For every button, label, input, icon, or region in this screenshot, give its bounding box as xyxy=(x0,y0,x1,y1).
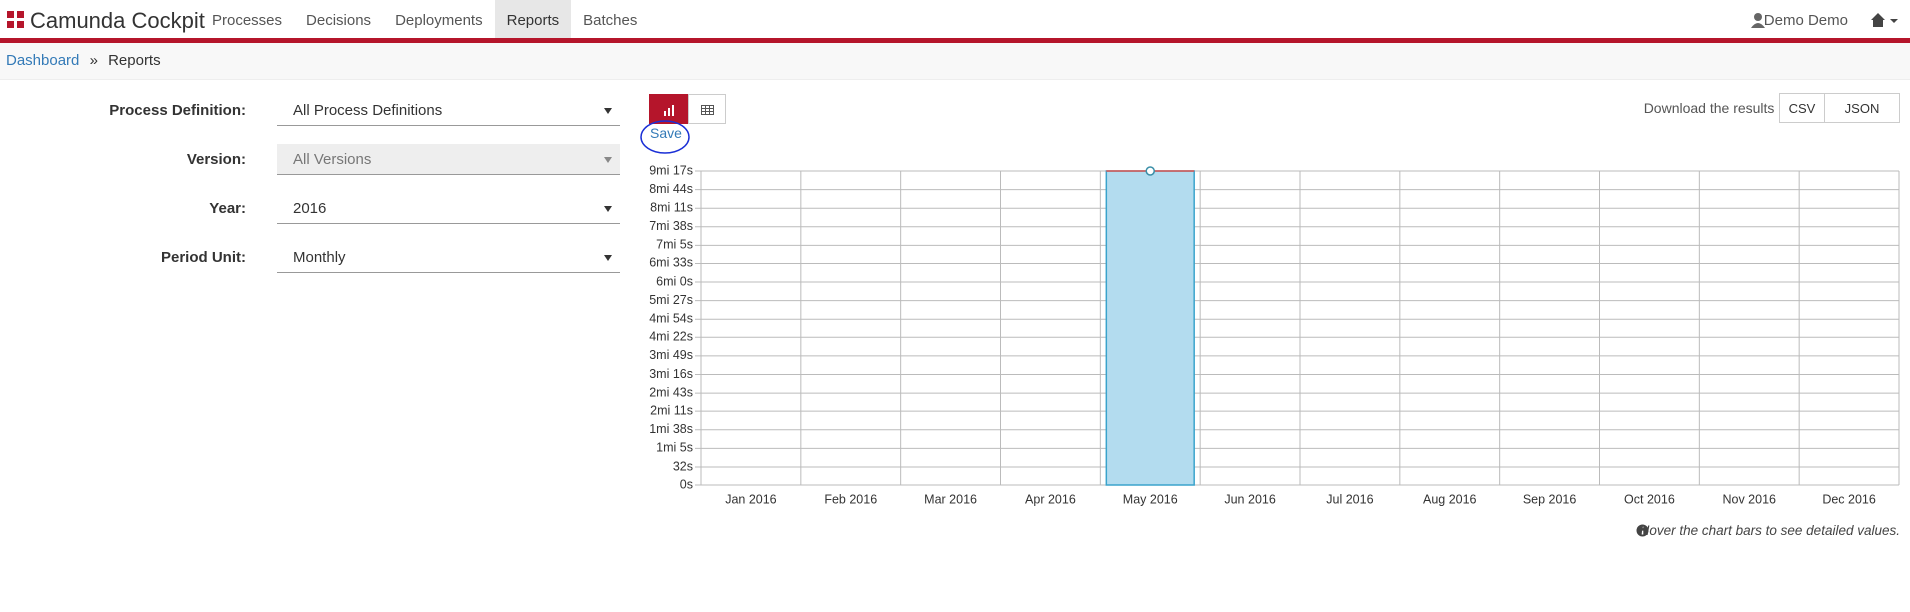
navbar: Camunda Cockpit Processes Decisions Deploy… xyxy=(0,0,1910,43)
nav-item[interactable]: Batches xyxy=(583,12,638,29)
bar-icon xyxy=(663,105,674,116)
select[interactable]: 2016 xyxy=(277,193,620,224)
x-tick-label: Jan 2016 xyxy=(725,492,776,506)
nav-menu: Processes Decisions Deployments Reports Batc… xyxy=(200,0,649,38)
x-tick-label: Sep 2016 xyxy=(1523,492,1577,506)
x-tick-label: Feb 2016 xyxy=(824,492,877,506)
table-icon xyxy=(700,105,714,115)
x-tick-label: Dec 2016 xyxy=(1822,492,1876,506)
y-tick-label: 0s xyxy=(680,477,693,491)
y-tick-label: 6mi 33s xyxy=(649,256,693,270)
x-tick-label: May 2016 xyxy=(1123,492,1178,506)
y-tick-label: 1mi 38s xyxy=(649,422,693,436)
select[interactable]: All Process Definitions xyxy=(277,95,620,126)
y-tick-label: 6mi 0s xyxy=(656,274,693,288)
save-link[interactable]: Save xyxy=(650,125,682,141)
nav-item[interactable]: Processes xyxy=(212,12,283,29)
select-arrow xyxy=(604,206,612,212)
y-tick-label: 5mi 27s xyxy=(649,293,693,307)
select-arrow xyxy=(604,108,612,114)
breadcrumb: Dashboard » Reports xyxy=(0,43,1910,80)
nav-item[interactable]: Decisions xyxy=(306,12,372,29)
y-tick-label: 3mi 16s xyxy=(649,367,693,381)
nav-item[interactable]: Deployments xyxy=(395,12,483,29)
bar-point xyxy=(1145,166,1155,176)
brand[interactable]: Camunda Cockpit xyxy=(30,8,205,33)
y-tick-label: 4mi 54s xyxy=(649,312,693,326)
table-view-button[interactable] xyxy=(688,94,726,124)
y-tick-label: 7mi 5s xyxy=(656,238,693,252)
user-menu[interactable]: Demo Demo xyxy=(1763,12,1848,29)
field-label: Version: xyxy=(186,151,246,168)
nav-item[interactable]: Reports xyxy=(494,0,572,38)
y-tick-label: 1mi 5s xyxy=(656,441,693,455)
json-button[interactable]: JSON xyxy=(1824,93,1900,123)
x-tick-label: Nov 2016 xyxy=(1722,492,1776,506)
hint: Hover the chart bars to see detailed val… xyxy=(1639,523,1900,538)
x-tick-label: Apr 2016 xyxy=(1025,492,1076,506)
logo xyxy=(7,11,24,28)
select[interactable]: Monthly xyxy=(277,242,620,273)
y-tick-label: 8mi 44s xyxy=(649,182,693,196)
y-tick-label: 32s xyxy=(673,459,693,473)
y-tick-label: 9mi 17s xyxy=(649,163,693,177)
y-tick-label: 7mi 38s xyxy=(649,219,693,233)
y-tick-label: 3mi 49s xyxy=(649,348,693,362)
chart: 0s 32s 1mi 5s 1mi 38s 2mi 11s 2mi 43s 3mi 16s 3… xyxy=(649,163,1900,506)
bar xyxy=(1105,170,1195,486)
info-icon xyxy=(1636,524,1649,537)
user-icon xyxy=(1751,13,1765,28)
csv-button[interactable]: CSV xyxy=(1779,93,1825,123)
y-tick-label: 8mi 11s xyxy=(650,201,693,215)
field-label: Process Definition: xyxy=(109,102,246,119)
x-tick-label: Aug 2016 xyxy=(1423,492,1477,506)
breadcrumb-separator: » xyxy=(89,52,98,69)
y-tick-label: 2mi 43s xyxy=(649,385,693,399)
x-tick-label: Jun 2016 xyxy=(1224,492,1275,506)
y-tick-label: 4mi 22s xyxy=(649,330,693,344)
breadcrumb-link[interactable]: Dashboard xyxy=(6,52,80,69)
breadcrumb-current: Reports xyxy=(108,52,161,69)
x-tick-label: Mar 2016 xyxy=(924,492,977,506)
annotation-circle xyxy=(640,120,690,154)
x-tick-label: Jul 2016 xyxy=(1326,492,1373,506)
select-arrow xyxy=(604,255,612,261)
select: All Versions xyxy=(277,144,620,175)
home-icon[interactable] xyxy=(1870,12,1900,28)
field-label: Year: xyxy=(209,200,246,217)
y-tick-label: 2mi 11s xyxy=(650,403,693,417)
x-tick-label: Oct 2016 xyxy=(1624,492,1675,506)
select-arrow xyxy=(604,157,612,163)
download-label: Download the results as: xyxy=(1643,100,1797,116)
field-label: Period Unit: xyxy=(161,249,246,266)
chart-view-button[interactable] xyxy=(649,94,688,124)
